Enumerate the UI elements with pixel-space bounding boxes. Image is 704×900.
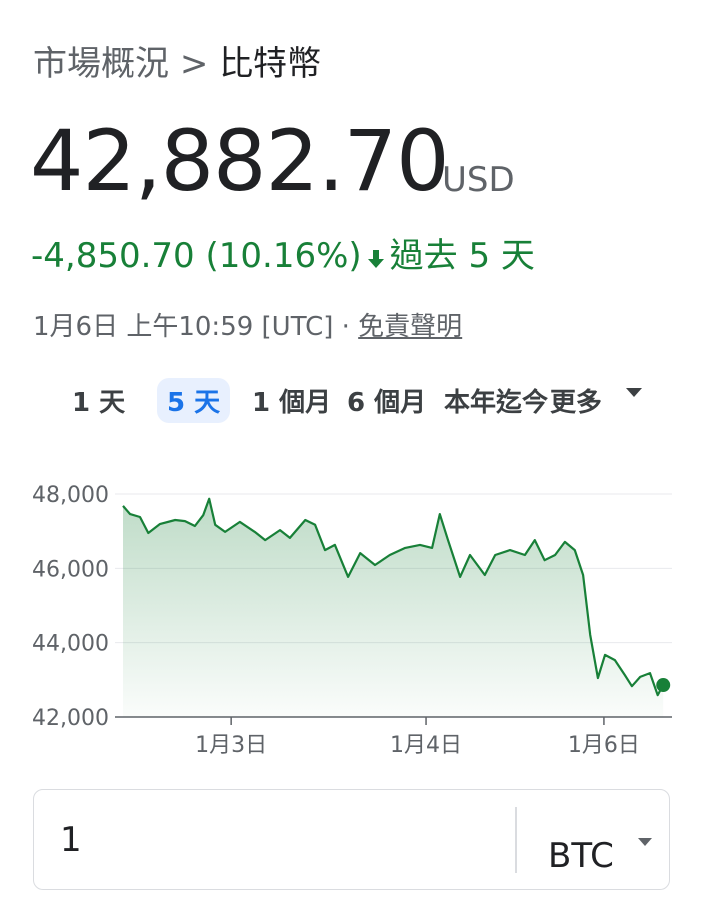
divider: [515, 807, 517, 873]
range-tab[interactable]: 6 個月: [347, 388, 427, 418]
y-tick-label: 44,000: [32, 632, 109, 657]
amount-input[interactable]: 1: [60, 820, 82, 860]
area: [123, 498, 664, 717]
change-period: 過去 5 天: [389, 236, 535, 276]
breadcrumb-current: 比特幣: [219, 44, 322, 84]
range-tab[interactable]: 1 天: [72, 388, 126, 418]
x-tick-label: 1月6日: [568, 733, 640, 758]
down-arrow: [367, 249, 384, 268]
timestamp: 1月6日 上午10:59 [UTC] · 免責聲明: [33, 306, 462, 343]
timestamp-text: 1月6日 上午10:59 [UTC] ·: [33, 312, 350, 342]
y-tick-label: 46,000: [32, 557, 109, 582]
last-point: [656, 678, 671, 693]
dropdown-icon: [638, 838, 652, 846]
converter-box: [33, 789, 670, 890]
x-tick-label: 1月4日: [390, 733, 462, 758]
x-tick-label: 1月3日: [195, 733, 267, 758]
price: 42,882.70: [30, 112, 450, 210]
breadcrumb: 市場概況 > 比特幣: [33, 36, 321, 85]
range-tab[interactable]: 5 天: [157, 378, 231, 423]
chart: 42,000 44,000 46,000 48,000 1月3日 1月4日 1月6日: [32, 483, 672, 758]
breadcrumb-separator: >: [179, 44, 209, 84]
y-tick-label: 48,000: [32, 483, 109, 508]
range-tab[interactable]: 本年迄今: [444, 388, 549, 418]
currency: USD: [442, 160, 515, 200]
change-value: -4,850.70 (10.16%): [31, 236, 362, 276]
range-tab[interactable]: 更多: [550, 388, 603, 418]
currency-select[interactable]: BTC: [548, 836, 614, 876]
y-tick-label: 42,000: [32, 706, 109, 731]
range-tab[interactable]: 1 個月: [252, 388, 332, 418]
price-line: [122, 497, 665, 697]
price-change: -4,850.70 (10.16%) 過去 5 天: [31, 228, 535, 277]
breadcrumb-parent[interactable]: 市場概況: [33, 44, 169, 84]
more-icon: [626, 388, 642, 397]
disclaimer-link[interactable]: 免責聲明: [358, 312, 463, 342]
